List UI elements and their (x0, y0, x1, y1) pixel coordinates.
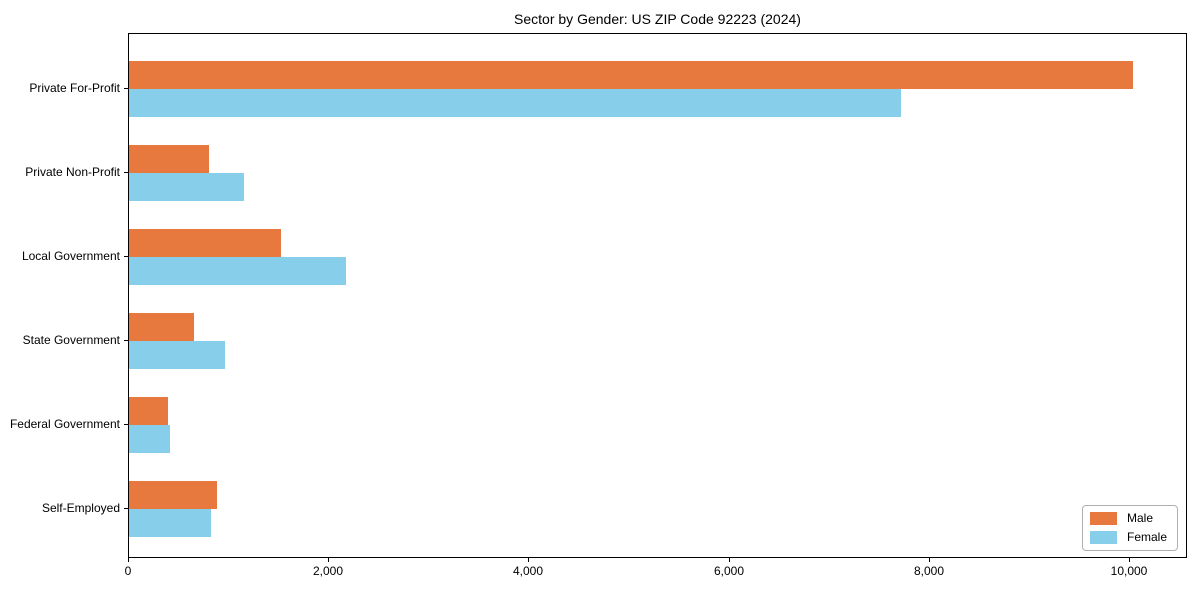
y-tick-label-state-government: State Government (22, 333, 120, 347)
bar-male-private-non-profit (129, 145, 209, 173)
bar-male-self-employed (129, 481, 217, 509)
legend: Male Female (1081, 505, 1178, 551)
y-tick-label-local-government: Local Government (21, 249, 120, 263)
x-tick-label-6000: 6,000 (713, 564, 745, 578)
x-tick-label-10000: 10,000 (1110, 564, 1148, 578)
bar-male-local-government (129, 229, 281, 257)
bar-female-private-non-profit (129, 173, 244, 201)
x-tick-mark (128, 558, 129, 562)
y-tick-label-federal-government: Federal Government (9, 417, 120, 431)
y-tick-mark (124, 424, 128, 425)
legend-item-male: Male (1089, 511, 1167, 525)
y-tick-mark (124, 172, 128, 173)
x-tick-mark (1129, 558, 1130, 562)
x-tick-label-2000: 2,000 (312, 564, 344, 578)
x-tick-mark (528, 558, 529, 562)
bar-female-self-employed (129, 509, 211, 537)
plot-area: Male Female (128, 33, 1187, 558)
bar-male-private-for-profit (129, 61, 1133, 89)
x-tick-label-4000: 4,000 (512, 564, 544, 578)
x-tick-label-8000: 8,000 (913, 564, 945, 578)
y-tick-mark (124, 256, 128, 257)
x-tick-mark (729, 558, 730, 562)
legend-label-male: Male (1126, 511, 1153, 525)
legend-item-female: Female (1089, 530, 1167, 544)
y-tick-label-private-non-profit: Private Non-Profit (25, 165, 120, 179)
x-tick-label-0: 0 (124, 564, 132, 578)
legend-swatch-male (1089, 512, 1117, 525)
bar-female-private-for-profit (129, 89, 901, 117)
y-tick-label-self-employed: Self-Employed (41, 501, 120, 515)
legend-swatch-female (1089, 531, 1117, 544)
chart-title: Sector by Gender: US ZIP Code 92223 (202… (514, 11, 801, 27)
bar-female-state-government (129, 341, 225, 369)
y-tick-label-private-for-profit: Private For-Profit (29, 81, 120, 95)
y-tick-mark (124, 88, 128, 89)
legend-label-female: Female (1126, 530, 1167, 544)
bars-layer (129, 34, 1186, 557)
bar-female-local-government (129, 257, 346, 285)
bar-female-federal-government (129, 425, 170, 453)
y-tick-mark (124, 340, 128, 341)
x-tick-mark (929, 558, 930, 562)
bar-male-state-government (129, 313, 194, 341)
bar-male-federal-government (129, 397, 168, 425)
x-tick-mark (328, 558, 329, 562)
y-tick-mark (124, 508, 128, 509)
